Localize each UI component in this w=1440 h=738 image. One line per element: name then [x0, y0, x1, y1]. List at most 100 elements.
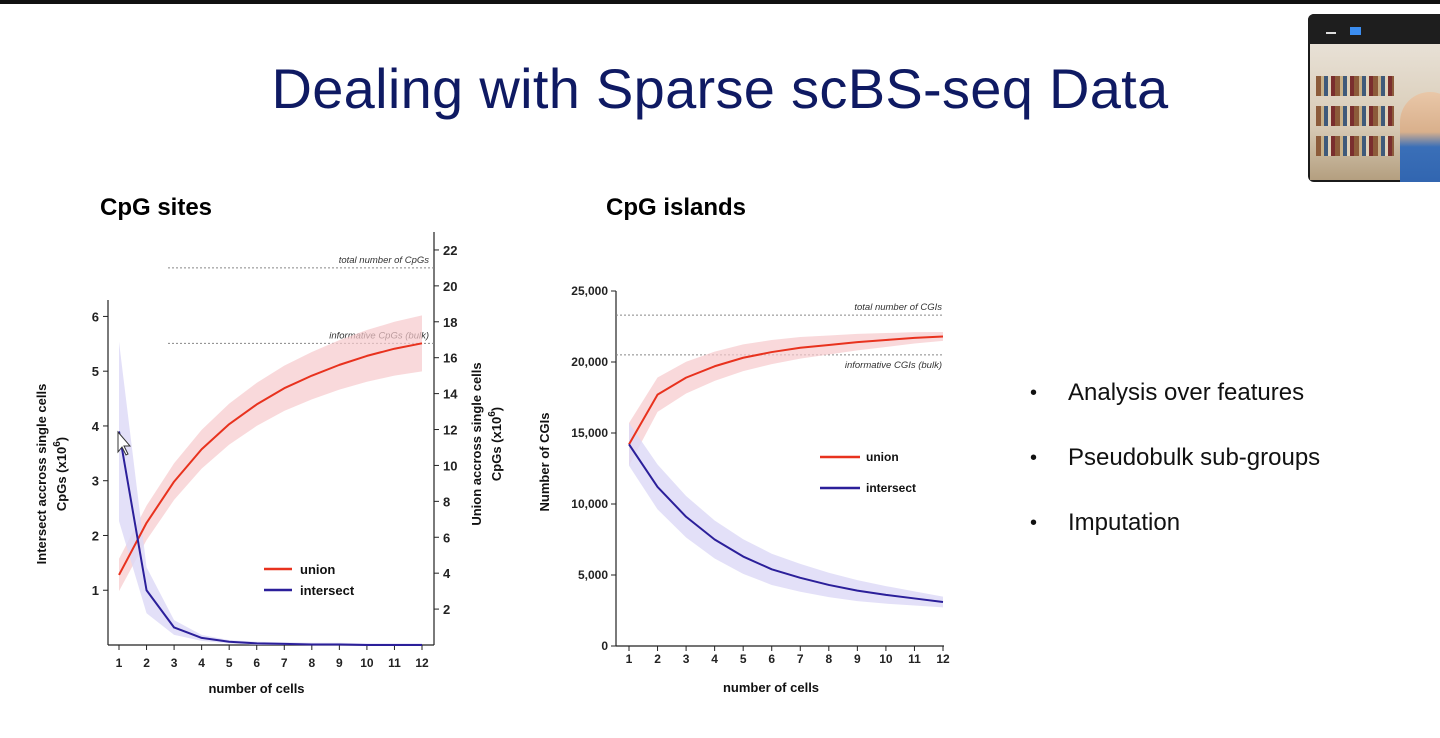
- y-tick-label: 15,000: [571, 426, 608, 440]
- y-right-tick-label: 4: [443, 566, 451, 581]
- intersect-series-line: [118, 431, 422, 646]
- presenter-avatar: [1400, 92, 1440, 182]
- reference-line-label: total number of CGIs: [854, 302, 942, 313]
- y-right-tick-label: 16: [443, 351, 457, 366]
- left-y-axis-label-close: ): [54, 437, 69, 441]
- y-tick-label: 0: [601, 639, 608, 653]
- y-tick-label: 25,000: [571, 284, 608, 298]
- bullet-list: • Analysis over features • Pseudobulk sub-…: [1030, 378, 1320, 573]
- bullet-text: Pseudobulk sub-groups: [1068, 444, 1321, 471]
- x-tick-label: 7: [797, 652, 804, 666]
- x-tick-label: 11: [908, 652, 921, 666]
- slide-title: Dealing with Sparse scBS-seq Data: [271, 57, 1169, 120]
- bullet-item: • Analysis over features: [1030, 378, 1320, 443]
- x-tick-label: 6: [253, 656, 260, 670]
- union-series-line: [628, 335, 944, 445]
- x-tick-label: 2: [143, 656, 150, 670]
- union-confidence-band: [119, 315, 422, 592]
- y-tick-label: 3: [92, 474, 99, 489]
- video-feed: [1310, 44, 1440, 182]
- left-y-axis-label: Intersect accross single cells CpGs (x106…: [34, 384, 69, 565]
- right-y-axis-label-exponent: 6: [487, 411, 498, 417]
- right-y-axis-label-line1: Union accross single cells: [469, 362, 484, 525]
- intersect-series-line: [628, 443, 944, 603]
- intersect-confidence-band: [119, 341, 422, 645]
- x-tick-label: 1: [116, 656, 123, 670]
- y-tick-label: 2: [92, 528, 99, 543]
- bullet-text: Imputation: [1068, 509, 1181, 536]
- bookshelf-icon: [1316, 106, 1394, 126]
- y-right-tick-label: 22: [443, 243, 457, 258]
- y-tick-label: 5: [92, 364, 99, 379]
- x-tick-label: 4: [198, 656, 205, 670]
- bullet-item: • Pseudobulk sub-groups: [1030, 443, 1320, 508]
- left-y-axis-label-line1: Intersect accross single cells: [34, 384, 49, 565]
- x-tick-label: 8: [308, 656, 315, 670]
- reference-line-label: total number of CpGs: [339, 255, 430, 266]
- x-tick-label: 9: [336, 656, 343, 670]
- bookshelf-icon: [1316, 76, 1394, 96]
- video-thumbnail[interactable]: [1308, 14, 1440, 182]
- x-tick-label: 12: [415, 656, 429, 670]
- y-right-tick-label: 20: [443, 279, 457, 294]
- y-axis-label: Number of CGIs: [537, 413, 552, 512]
- x-tick-label: 1: [626, 652, 633, 666]
- bullet-dot-icon: •: [1030, 512, 1038, 534]
- x-tick-label: 3: [683, 652, 690, 666]
- left-y-axis-label-exponent: 6: [52, 441, 63, 447]
- x-tick-label: 7: [281, 656, 288, 670]
- y-right-tick-label: 12: [443, 423, 457, 438]
- y-right-tick-label: 8: [443, 494, 450, 509]
- right-y-axis-label: Union accross single cells CpGs (x106): [469, 362, 504, 525]
- x-tick-label: 9: [854, 652, 861, 666]
- bullet-dot-icon: •: [1030, 382, 1038, 404]
- y-tick-label: 10,000: [571, 497, 608, 511]
- legend-label-union: union: [866, 450, 899, 464]
- y-right-tick-label: 18: [443, 315, 457, 330]
- legend-label-intersect: intersect: [300, 583, 355, 598]
- y-tick-label: 4: [92, 419, 100, 434]
- union-confidence-band: [629, 332, 943, 466]
- x-tick-label: 8: [825, 652, 832, 666]
- x-tick-label: 10: [879, 652, 893, 666]
- y-tick-label: 20,000: [571, 355, 608, 369]
- mouse-cursor-icon: [117, 430, 132, 456]
- x-tick-label: 12: [936, 652, 950, 666]
- right-y-axis-label-close: ): [489, 407, 504, 411]
- left-y-axis-label-line2: CpGs (x10: [54, 447, 69, 511]
- bookshelf-icon: [1316, 136, 1394, 156]
- bullet-item: • Imputation: [1030, 508, 1320, 573]
- top-border: [0, 0, 1440, 4]
- x-tick-label: 5: [226, 656, 233, 670]
- x-tick-label: 2: [654, 652, 661, 666]
- x-tick-label: 5: [740, 652, 747, 666]
- y-right-tick-label: 10: [443, 458, 457, 473]
- x-tick-label: 4: [711, 652, 718, 666]
- reference-line-label: informative CGIs (bulk): [845, 360, 942, 371]
- x-tick-label: 10: [360, 656, 374, 670]
- y-right-tick-label: 2: [443, 602, 450, 617]
- y-tick-label: 6: [92, 309, 99, 324]
- legend-label-union: union: [300, 562, 335, 577]
- x-axis-label: number of cells: [208, 681, 304, 696]
- maximize-icon[interactable]: [1350, 27, 1361, 35]
- x-tick-label: 6: [768, 652, 775, 666]
- y-tick-label: 5,000: [578, 568, 608, 582]
- chart-title-cpg-islands: CpG islands: [606, 194, 747, 221]
- bullet-text: Analysis over features: [1068, 379, 1305, 406]
- chart-title-cpg-sites: CpG sites: [100, 194, 213, 221]
- minimize-icon[interactable]: [1326, 32, 1336, 34]
- x-axis-label: number of cells: [723, 680, 819, 695]
- y-right-tick-label: 6: [443, 530, 450, 545]
- union-series-line: [118, 342, 423, 576]
- y-tick-label: 1: [92, 583, 99, 598]
- x-tick-label: 3: [171, 656, 178, 670]
- bullet-dot-icon: •: [1030, 447, 1038, 469]
- y-right-tick-label: 14: [443, 387, 458, 402]
- right-y-axis-label-line2: CpGs (x10: [489, 417, 504, 481]
- intersect-confidence-band: [629, 423, 943, 608]
- video-title-bar: [1308, 14, 1440, 44]
- x-tick-label: 11: [388, 656, 401, 670]
- legend-label-intersect: intersect: [866, 481, 916, 495]
